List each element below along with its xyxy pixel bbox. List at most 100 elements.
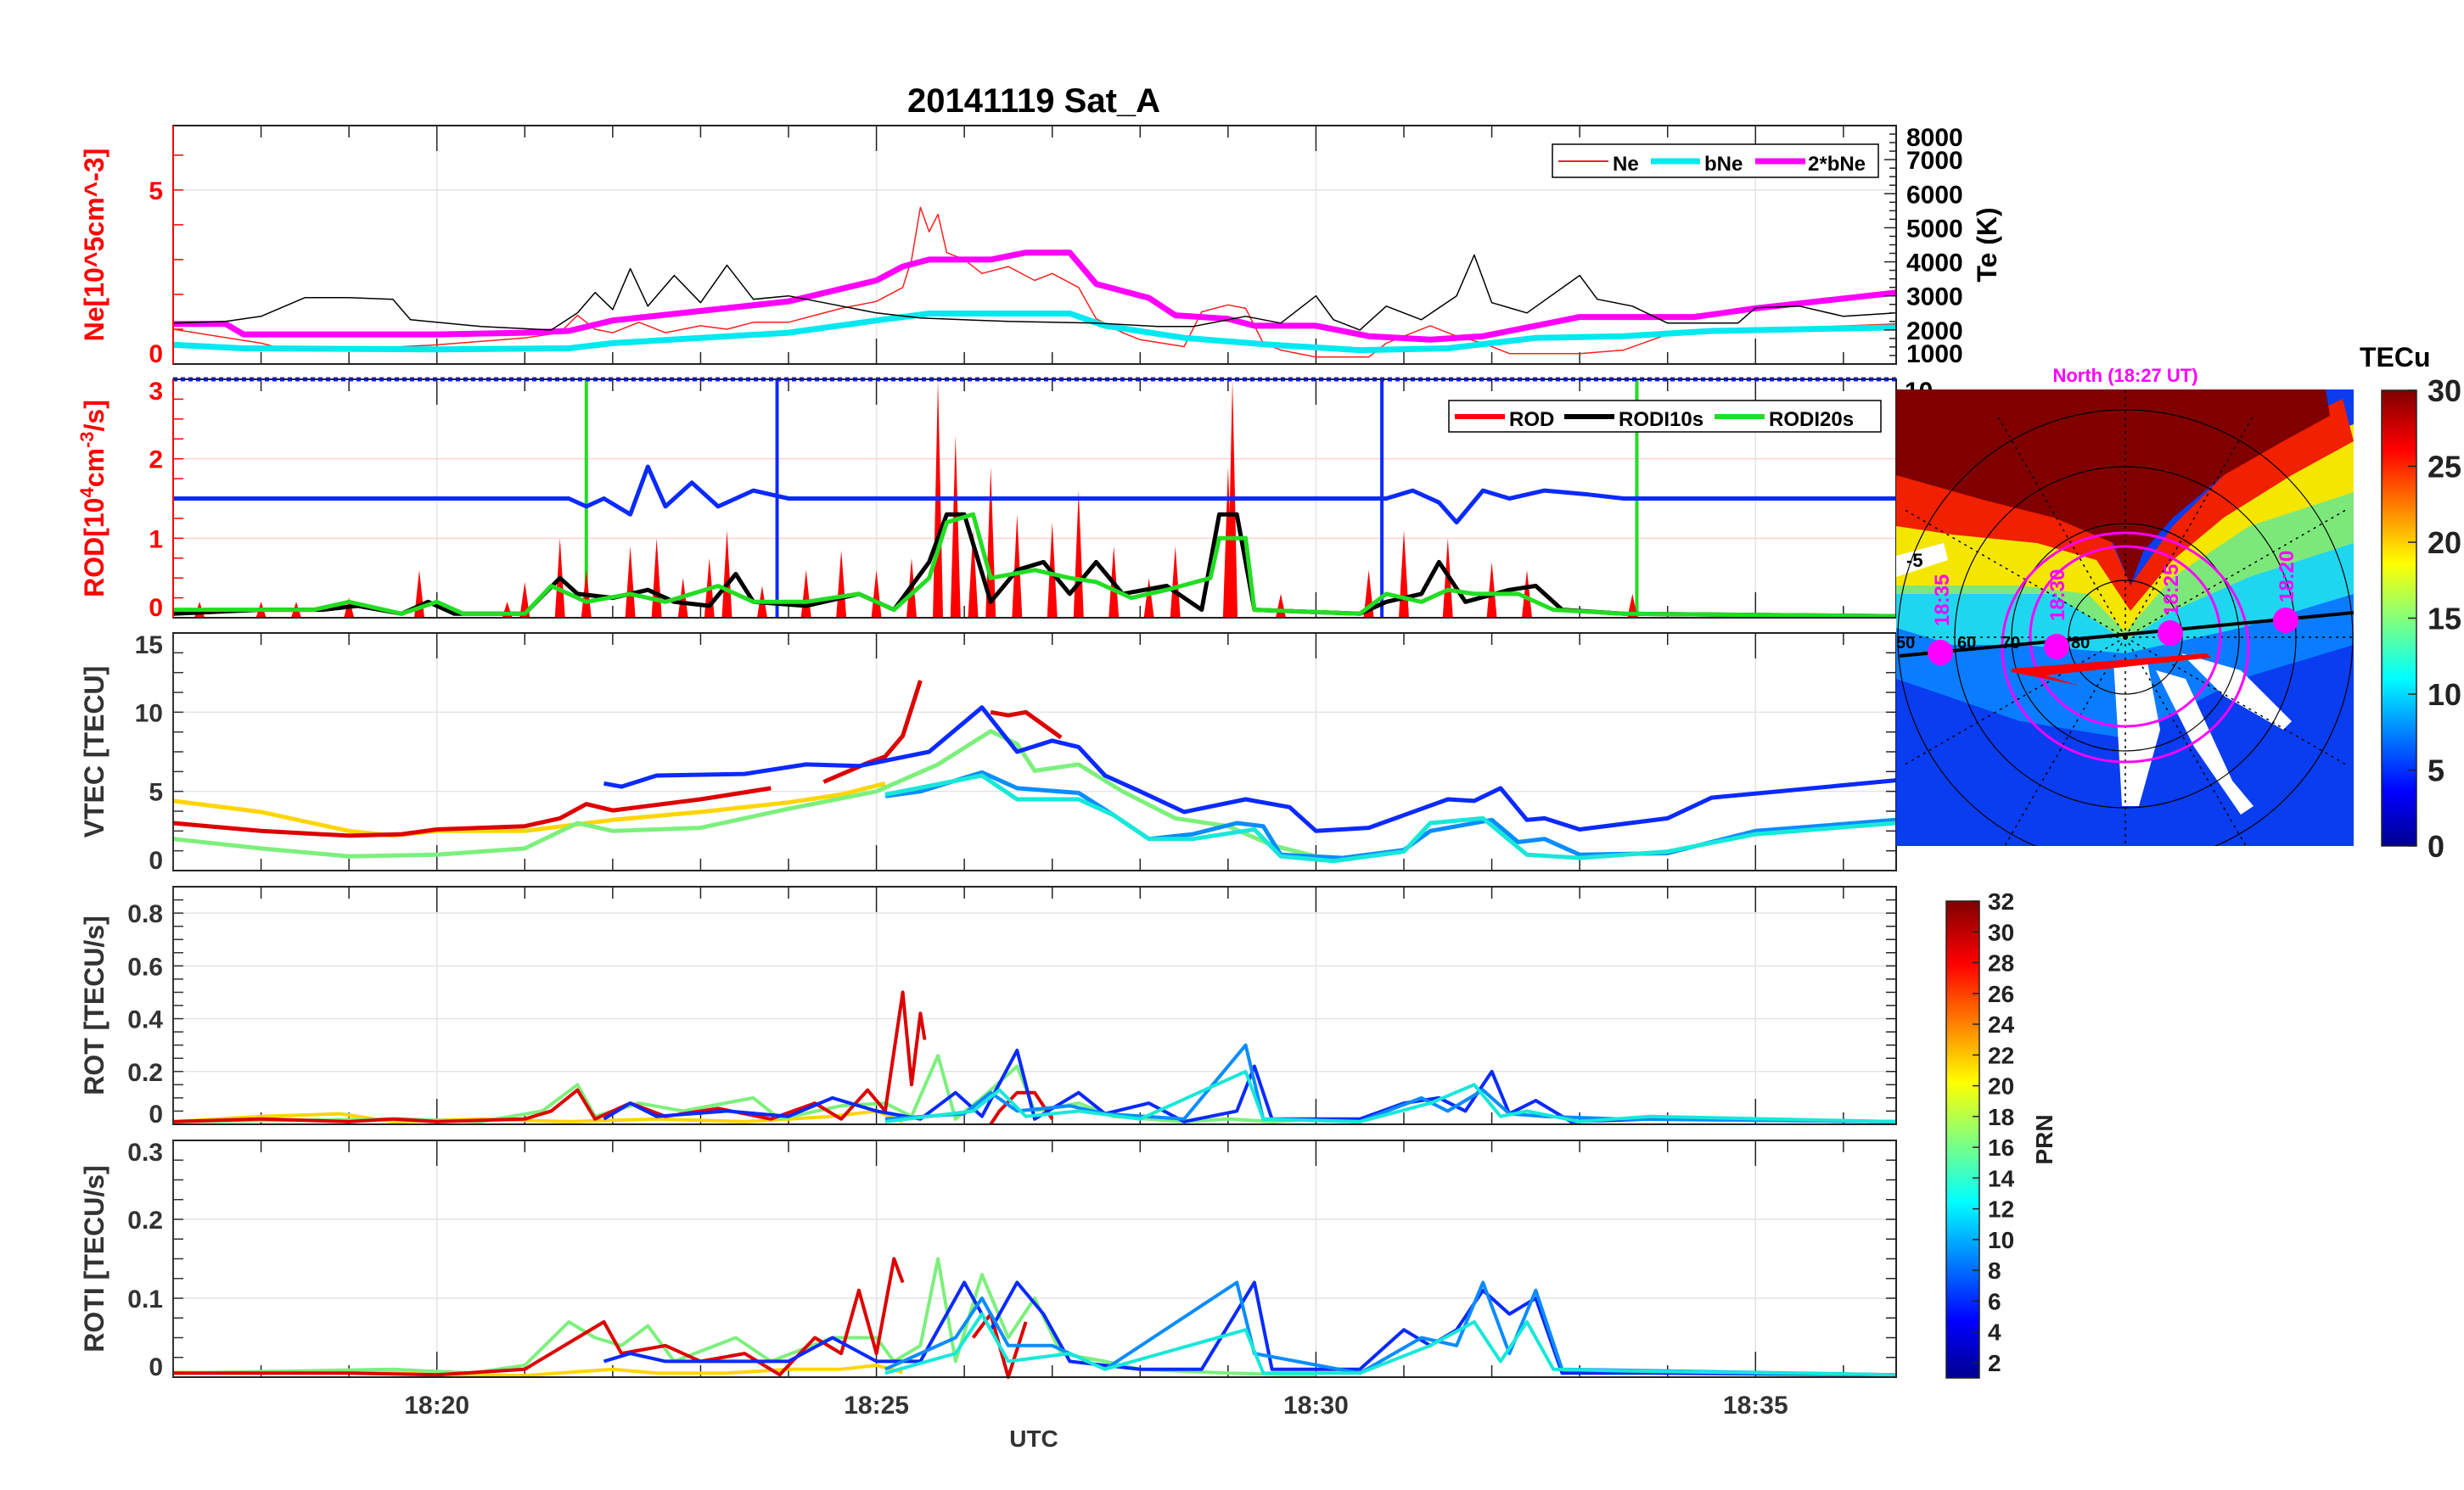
series-prn-blue	[603, 705, 1897, 833]
auroral-oval-inner	[2029, 545, 2222, 728]
right-y-tick-label: 2000	[1906, 317, 1963, 345]
meridian-line	[2004, 636, 2126, 846]
y-tick-label: 0	[149, 1101, 163, 1129]
right-y-tick-label: 5000	[1906, 215, 1963, 243]
right-y-axis-label: Te (K)	[1972, 207, 2002, 282]
lat-label: 80	[2071, 634, 2090, 653]
y-tick-label: 0	[149, 594, 163, 622]
y-axis-label: ROD[104cm-3/s]	[76, 400, 110, 597]
y-axis-label: ROTI [TECU/s]	[79, 1165, 109, 1352]
rod-spike	[1522, 569, 1532, 618]
plot-area	[173, 633, 1896, 871]
prn-colorbar-tick-label: 26	[1988, 981, 2014, 1007]
series-prn-blue	[603, 1280, 1897, 1377]
y-tick-label: 0.3	[127, 1139, 163, 1167]
rod-spike	[985, 467, 996, 618]
panel-rot: 0 0.2 0.4 0.6 0.8 ROT [TECU/s]	[79, 886, 1897, 1129]
series-rod-mean	[173, 464, 1896, 525]
rod-spike	[968, 529, 979, 618]
series-prn-cyan	[884, 1312, 1897, 1377]
prn-colorbar-tick-label: 16	[1988, 1134, 2014, 1161]
series-prn-red	[172, 786, 772, 838]
prn-colorbar-tick-label: 20	[1988, 1073, 2014, 1100]
y-tick-label: 10	[135, 699, 163, 727]
plot-area	[173, 887, 1896, 1124]
panel-vtec: 0 5 10 15 VTEC [TECU]	[79, 631, 1897, 875]
series-te	[172, 254, 1897, 331]
rod-spike	[871, 569, 882, 618]
track-time-label: 18:20	[2276, 551, 2298, 602]
x-axis-label: UTC	[1009, 1426, 1058, 1452]
y-axis-label: VTEC [TECU]	[79, 666, 109, 838]
map-data-gap	[2156, 670, 2254, 815]
legend-ne: Ne bNe 2*bNe	[1552, 143, 1879, 178]
y-tick-label: 0	[149, 1353, 163, 1381]
track-time-label: 18:35	[1931, 574, 1954, 626]
prn-colorbar-tick-label: 4	[1988, 1319, 2001, 1346]
x-tick-label: 18:30	[1283, 1392, 1349, 1420]
prn-colorbar-tick-label: 30	[1988, 919, 2014, 945]
meridian-line	[2124, 636, 2247, 846]
y-tick-label: 5	[149, 177, 163, 205]
prn-colorbar-tick-label: 18	[1988, 1104, 2014, 1130]
right-y-tick-label: 3000	[1906, 283, 1963, 311]
tec-colorbar-tick-label: 15	[2428, 602, 2461, 636]
tec-colorbar-ticks: 0 5 10 15 20 25 30	[2408, 373, 2461, 864]
y-tick-label: 5	[149, 779, 163, 807]
lon-label: -5	[1906, 550, 1923, 571]
series-prn-cyan	[884, 773, 1897, 864]
rod-spike	[836, 550, 847, 618]
plot-area	[173, 1140, 1896, 1377]
meridian-line	[1904, 509, 2126, 638]
legend-rod-label: ROD	[1509, 408, 1554, 431]
track-time-label: 18:25	[2160, 564, 2183, 616]
rod-spike	[721, 529, 732, 618]
legend-rodi10s-label: RODI10s	[1619, 408, 1703, 431]
rod-spike	[1170, 546, 1181, 618]
tec-map: North (18:27 UT)	[1896, 342, 2461, 864]
prn-colorbar-tick-label: 8	[1988, 1258, 2001, 1284]
map-region-darkred	[1896, 389, 2330, 585]
series-prn-red-b	[989, 1090, 1054, 1126]
x-tick-label: 18:20	[404, 1392, 469, 1420]
y-tick-label: 0.1	[127, 1286, 163, 1314]
meridian-line	[2124, 416, 2254, 638]
track-marker	[2158, 620, 2183, 646]
figure-title: 20141119 Sat_A	[907, 82, 1160, 120]
y-tick-label: 0.2	[127, 1059, 163, 1087]
prn-colorbar-tick-label: 6	[1988, 1288, 2001, 1314]
track-time-label: 18:30	[2046, 569, 2069, 621]
y-axis-label: ROT [TECU/s]	[79, 916, 109, 1095]
meridian-line	[1997, 416, 2126, 638]
legend-2bne-label: 2*bNe	[1808, 153, 1866, 176]
prn-colorbar-tick-label: 32	[1988, 888, 2014, 915]
x-tick-label: 18:35	[1723, 1392, 1788, 1420]
prn-colorbar-tick-label: 10	[1988, 1227, 2014, 1253]
series-prn-cyan	[884, 1069, 1897, 1123]
y-tick-label: 0	[149, 847, 163, 875]
prn-colorbar	[1945, 900, 1980, 1379]
y-axis-label: Ne[10^5cm^-3]	[79, 148, 109, 342]
map-region-cyan	[1896, 509, 2354, 653]
map-track-red	[2012, 653, 2211, 686]
series-prn-yellow	[172, 781, 886, 838]
right-y-tick-label: 1000	[1906, 340, 1963, 368]
series-prn-azure	[884, 1280, 1897, 1377]
rod-spike	[625, 546, 636, 618]
series-prn-blue	[603, 1048, 1897, 1123]
rod-spike	[1012, 514, 1023, 618]
legend-rod: ROD RODI10s RODI20s	[1448, 400, 1882, 433]
track-marker	[1928, 640, 1953, 665]
tec-colorbar-tick-label: 10	[2428, 677, 2461, 712]
legend-ne-label: Ne	[1613, 153, 1639, 176]
x-tick-label: 18:25	[844, 1392, 909, 1420]
series-rodi20s	[173, 512, 1897, 619]
tec-colorbar-tick-label: 25	[2428, 450, 2461, 485]
prn-colorbar-tick-label: 22	[1988, 1042, 2014, 1068]
right-y-tick-label: 6000	[1906, 181, 1963, 209]
track-marker	[2044, 634, 2069, 659]
y-tick-label: 0.2	[127, 1207, 163, 1235]
prn-colorbar-tick-label: 28	[1988, 950, 2014, 977]
y-tick-label: 15	[135, 631, 163, 659]
